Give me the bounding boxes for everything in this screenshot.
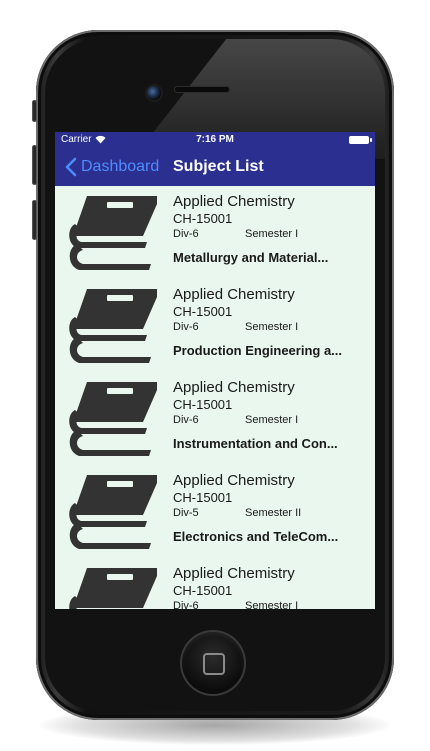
subject-semester: Semester II	[245, 507, 302, 519]
book-stack-icon	[69, 196, 157, 270]
subject-details: Applied Chemistry CH-15001 Div-6 Semeste…	[173, 285, 373, 359]
subject-division: Div-6	[173, 600, 199, 609]
subject-department: Electronics and TeleCom...	[173, 529, 339, 544]
front-camera	[147, 86, 161, 100]
carrier-indicator: Carrier	[61, 134, 106, 145]
subject-list-item[interactable]: Applied Chemistry CH-15001 Div-5 Semeste…	[55, 465, 375, 558]
subject-meta: Div-5 Semester II	[173, 506, 373, 521]
mute-switch	[32, 100, 37, 122]
subject-meta: Div-6 Semester I	[173, 227, 373, 242]
subject-semester: Semester I	[245, 228, 299, 240]
subject-details: Applied Chemistry CH-15001 Div-6 Semeste…	[173, 192, 373, 266]
earpiece-speaker	[174, 86, 230, 93]
subject-code: CH-15001	[173, 490, 233, 505]
status-bar: Carrier 7:16 PM	[55, 132, 375, 148]
home-button[interactable]	[182, 632, 244, 694]
subject-details: Applied Chemistry CH-15001 Div-6 Semeste…	[173, 378, 373, 452]
volume-up-button	[32, 145, 37, 185]
subject-division: Div-6	[173, 321, 199, 333]
subject-code: CH-15001	[173, 583, 233, 598]
subject-name: Applied Chemistry	[173, 565, 295, 582]
home-square-icon	[203, 653, 225, 675]
subject-department: Metallurgy and Material...	[173, 250, 329, 265]
subject-list-item[interactable]: Applied Chemistry CH-15001 Div-6 Semeste…	[55, 372, 375, 465]
book-stack-icon	[69, 289, 157, 363]
book-stack-icon	[69, 382, 157, 456]
back-button-label: Dashboard	[81, 158, 160, 175]
subject-list-item[interactable]: Applied Chemistry CH-15001 Div-6 Semeste…	[55, 279, 375, 372]
subject-department: Production Engineering a...	[173, 343, 343, 358]
volume-down-button	[32, 200, 37, 240]
subject-code: CH-15001	[173, 304, 233, 319]
subject-meta: Div-6 Semester I	[173, 599, 373, 609]
wifi-icon	[95, 135, 106, 144]
page-title: Subject List	[173, 158, 264, 175]
subject-name: Applied Chemistry	[173, 286, 295, 303]
subject-meta: Div-6 Semester I	[173, 320, 373, 335]
subject-division: Div-6	[173, 414, 199, 426]
subject-division: Div-6	[173, 228, 199, 240]
navigation-bar: Dashboard Subject List	[55, 148, 375, 186]
battery-icon	[349, 136, 372, 144]
app-screen: Carrier 7:16 PM Dashboard Subject List	[55, 132, 375, 609]
subject-division: Div-5	[173, 507, 199, 519]
subject-details: Applied Chemistry CH-15001 Div-6 Semeste…	[173, 564, 373, 609]
subject-code: CH-15001	[173, 211, 233, 226]
subject-details: Applied Chemistry CH-15001 Div-5 Semeste…	[173, 471, 373, 545]
back-button[interactable]: Dashboard	[63, 157, 159, 177]
subject-list-item[interactable]: Applied Chemistry CH-15001 Div-6 Semeste…	[55, 186, 375, 279]
subject-meta: Div-6 Semester I	[173, 413, 373, 428]
status-time: 7:16 PM	[196, 134, 234, 145]
chevron-left-icon	[65, 157, 77, 177]
subject-list: Applied Chemistry CH-15001 Div-6 Semeste…	[55, 186, 375, 609]
carrier-label: Carrier	[61, 134, 92, 145]
book-stack-icon	[69, 475, 157, 549]
subject-name: Applied Chemistry	[173, 472, 295, 489]
subject-department: Instrumentation and Con...	[173, 436, 338, 451]
subject-semester: Semester I	[245, 414, 299, 426]
subject-name: Applied Chemistry	[173, 193, 295, 210]
book-stack-icon	[69, 568, 157, 609]
subject-list-item[interactable]: Applied Chemistry CH-15001 Div-6 Semeste…	[55, 558, 375, 609]
subject-name: Applied Chemistry	[173, 379, 295, 396]
subject-semester: Semester I	[245, 600, 299, 609]
subject-semester: Semester I	[245, 321, 299, 333]
subject-code: CH-15001	[173, 397, 233, 412]
